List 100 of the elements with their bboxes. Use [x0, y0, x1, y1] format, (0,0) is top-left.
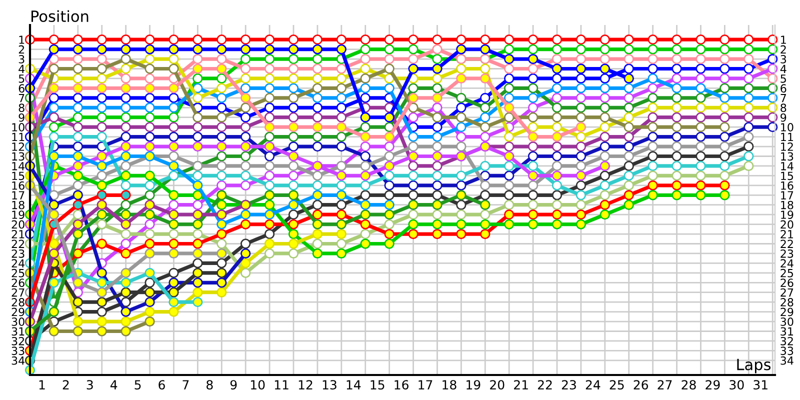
x-tick-label: 8 — [206, 380, 213, 390]
x-tick-label: 31 — [754, 380, 768, 390]
y2-tick-label: 14 — [781, 162, 794, 170]
y2-tick-label: 16 — [781, 181, 794, 190]
y-tick-label: 6 — [18, 84, 24, 93]
x-tick-label: 4 — [110, 380, 118, 390]
x-tick-label: 25 — [610, 380, 624, 390]
y-tick-label: 34 — [12, 356, 25, 365]
x-tick-label: 11 — [274, 380, 288, 390]
y2-tick-label: 1 — [781, 36, 786, 44]
y2-tick-label: 21 — [780, 230, 793, 238]
y2-tick-label: 23 — [780, 249, 794, 258]
y-tick-label: 26 — [12, 278, 24, 288]
y2-tick-label: 10 — [781, 123, 794, 132]
x-tick-label: 29 — [706, 380, 720, 390]
y-tick-label: 16 — [12, 181, 24, 190]
y2-tick-label: 27 — [780, 288, 794, 297]
y-tick-label: 5 — [18, 74, 24, 83]
y2-tick-label: 13 — [781, 152, 794, 161]
x-tick-label: 20 — [490, 380, 504, 390]
x-tick-label: 22 — [538, 380, 552, 390]
y-tick-label: 13 — [12, 152, 24, 161]
y-tick-label: 9 — [18, 113, 24, 122]
y2-tick-label: 26 — [780, 278, 794, 288]
x-tick-label: 18 — [442, 380, 456, 390]
x-tick-label: 12 — [298, 380, 312, 390]
y2-tick-label: 17 — [781, 191, 794, 200]
y-tick-label: 12 — [12, 142, 24, 151]
y-tick-label: 8 — [18, 104, 24, 112]
y2-tick-label: 29 — [780, 308, 794, 316]
x-tick-label: 9 — [230, 380, 237, 390]
y-tick-label: 10 — [12, 123, 24, 132]
y-tick-label: 17 — [12, 191, 24, 200]
y2-tick-label: 9 — [780, 113, 786, 122]
y-tick-label: 14 — [12, 162, 25, 170]
y-tick-label: 23 — [12, 249, 24, 258]
y-tick-label: 32 — [12, 336, 24, 346]
y2-tick-label: 24 — [780, 259, 794, 268]
x-tick-label: 21 — [514, 380, 528, 390]
y-tick-label: 20 — [12, 220, 24, 229]
y-tick-label: 33 — [12, 346, 24, 356]
x-tick-label: 19 — [466, 380, 480, 390]
y2-tick-label: 28 — [780, 298, 794, 306]
y2-tick-label: 15 — [781, 172, 794, 180]
y-tick-label: 30 — [12, 318, 24, 326]
y-tick-label: 21 — [12, 230, 24, 238]
y-tick-label: 24 — [12, 259, 25, 268]
y-tick-label: 28 — [12, 298, 24, 306]
y-tick-label: 15 — [12, 172, 24, 180]
x-tick-label: 10 — [250, 380, 265, 390]
y-tick-label: 25 — [12, 268, 24, 278]
x-tick-label: 2 — [62, 380, 69, 390]
y-tick-label: 19 — [12, 210, 24, 219]
y2-tick-label: 12 — [781, 142, 793, 151]
y-tick-label: 7 — [18, 94, 24, 102]
x-tick-label: 26 — [634, 380, 648, 390]
y2-tick-label: 3 — [780, 55, 786, 64]
y-tick-label: 2 — [18, 45, 24, 54]
y-tick-label: 18 — [12, 200, 24, 210]
y-tick-label: 11 — [12, 132, 24, 142]
y-tick-label: 4 — [18, 64, 25, 73]
y-tick-label: 27 — [12, 288, 24, 297]
x-tick-label: 7 — [182, 380, 189, 390]
x-tick-label: 27 — [658, 380, 672, 390]
y-tick-label: 29 — [12, 308, 24, 316]
x-tick-label: 5 — [134, 380, 141, 390]
y-tick-label: 1 — [19, 36, 24, 44]
x-tick-label: 30 — [730, 380, 744, 390]
y2-tick-label: 2 — [780, 45, 786, 54]
y2-tick-label: 33 — [780, 346, 794, 356]
y2-tick-label: 5 — [780, 74, 786, 83]
y2-tick-label: 25 — [780, 268, 794, 278]
x-tick-label: 14 — [346, 380, 361, 390]
x-axis-title: Laps — [737, 358, 771, 374]
x-tick-label: 16 — [394, 380, 408, 390]
x-tick-label: 6 — [158, 380, 165, 390]
x-tick-label: 28 — [682, 380, 696, 390]
y2-tick-label: 19 — [781, 210, 794, 219]
y2-tick-label: 6 — [780, 84, 786, 93]
x-tick-label: 1 — [39, 380, 45, 390]
y-tick-label: 22 — [12, 240, 24, 248]
y-tick-label: 31 — [12, 327, 24, 336]
y2-tick-label: 30 — [780, 318, 794, 326]
y2-tick-label: 18 — [781, 200, 794, 210]
y2-tick-label: 20 — [780, 220, 794, 229]
y2-tick-label: 4 — [780, 64, 786, 73]
y2-tick-label: 31 — [780, 327, 793, 336]
x-tick-label: 17 — [418, 380, 432, 390]
y-tick-label: 3 — [18, 55, 24, 64]
x-tick-label: 15 — [370, 380, 384, 390]
y2-tick-label: 8 — [780, 104, 786, 112]
x-tick-label: 23 — [562, 380, 576, 390]
y2-tick-label: 22 — [780, 240, 793, 248]
y2-tick-label: 7 — [780, 94, 786, 102]
x-tick-label: 24 — [586, 380, 600, 390]
x-tick-label: 3 — [86, 380, 93, 390]
y-axis-title: Position — [32, 10, 88, 22]
y2-tick-label: 11 — [781, 132, 793, 142]
y2-tick-label: 34 — [780, 356, 794, 365]
x-tick-label: 13 — [322, 380, 336, 390]
